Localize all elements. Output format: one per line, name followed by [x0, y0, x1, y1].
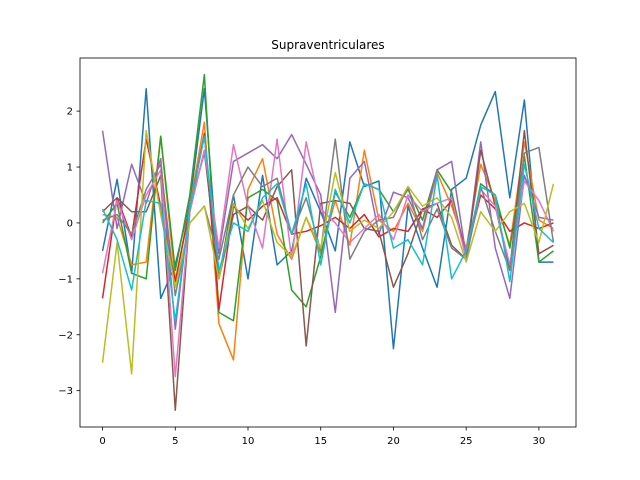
series-line-10: [101, 135, 554, 322]
chart-title: Supraventriculares: [271, 38, 384, 52]
x-tick-label: 0: [99, 436, 105, 447]
x-tick-label: 15: [314, 436, 327, 447]
series-line-9: [101, 129, 555, 375]
y-tick-label: −1: [58, 274, 73, 285]
y-tick-label: 0: [67, 218, 73, 229]
y-tick-label: 1: [67, 163, 73, 174]
series-line-5: [101, 130, 554, 330]
x-tick-label: 25: [460, 436, 473, 447]
x-tick-label: 30: [533, 436, 546, 447]
x-tick-label: 5: [172, 436, 178, 447]
series-layer: [101, 74, 555, 411]
y-axis: −3 −2 −1 0 1 2: [58, 107, 80, 397]
x-axis: 0 5 10 15 20 25 30: [99, 427, 545, 447]
x-tick-label: 10: [242, 436, 255, 447]
series-line-6: [102, 129, 554, 411]
series-line-4: [101, 132, 554, 311]
y-tick-label: −2: [58, 330, 73, 341]
y-tick-label: −3: [58, 386, 73, 397]
plot-frame: [79, 57, 577, 428]
x-tick-label: 20: [387, 436, 400, 447]
y-tick-label: 2: [67, 107, 73, 118]
